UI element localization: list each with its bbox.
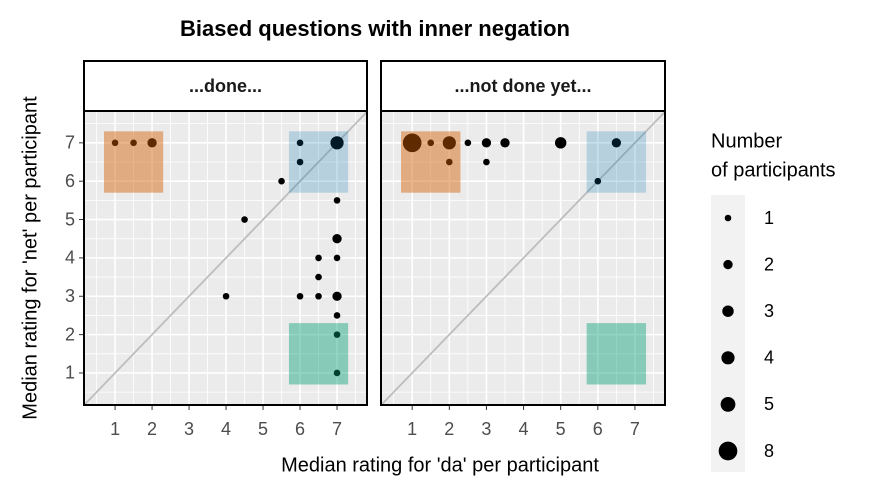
x-tick-label: 6 (593, 419, 603, 439)
legend-key (722, 305, 734, 317)
x-tick-label: 5 (556, 419, 566, 439)
facet-label: ...done... (189, 76, 262, 96)
point (402, 133, 422, 153)
x-tick-label: 1 (407, 419, 417, 439)
point (446, 158, 453, 166)
point (315, 292, 322, 300)
point (464, 139, 472, 147)
y-tick-label: 6 (65, 171, 75, 191)
panel-border (380, 110, 666, 406)
point (500, 138, 510, 148)
point (332, 234, 342, 244)
highlight-region (288, 131, 349, 193)
legend-key (720, 397, 736, 412)
x-tick-label: 4 (519, 419, 529, 439)
point (130, 139, 137, 147)
x-tick-label: 1 (110, 419, 120, 439)
legend-key-background (711, 195, 745, 472)
facet-strip (380, 60, 666, 112)
point (278, 177, 285, 185)
point (427, 139, 435, 147)
chart-title: Biased questions with inner negation (180, 16, 570, 41)
diagonal-line (380, 111, 666, 406)
point (333, 312, 341, 319)
facet-label: ...not done yet... (454, 76, 591, 96)
x-tick-label: 2 (444, 419, 454, 439)
y-tick-label: 7 (65, 133, 75, 153)
point (296, 158, 304, 166)
point (594, 177, 602, 185)
point (241, 216, 248, 223)
point (333, 369, 341, 377)
legend-key (723, 259, 733, 270)
point (442, 136, 456, 150)
point (315, 254, 322, 262)
x-tick-label: 2 (147, 419, 157, 439)
point (332, 291, 342, 301)
x-tick-label: 3 (481, 419, 491, 439)
y-tick-label: 1 (65, 363, 75, 383)
y-tick-label: 2 (65, 324, 75, 344)
point (333, 254, 341, 262)
point (333, 331, 341, 338)
legend-title: Number (711, 130, 782, 152)
legend-label: 5 (764, 394, 774, 414)
legend-key (721, 351, 735, 365)
point (333, 197, 341, 204)
point (483, 158, 490, 166)
diagonal-line (83, 111, 368, 406)
legend-label: 1 (764, 208, 774, 228)
facet-strip (83, 60, 368, 112)
x-tick-label: 7 (630, 419, 640, 439)
legend-title: of participants (711, 159, 836, 181)
legend-label: 2 (764, 254, 774, 274)
point (147, 138, 157, 148)
x-tick-label: 4 (221, 419, 231, 439)
point (554, 137, 567, 149)
legend-key (724, 214, 732, 222)
highlight-region (103, 131, 164, 193)
highlight-region (586, 323, 647, 385)
point (611, 138, 622, 148)
y-tick-label: 3 (65, 286, 75, 306)
x-tick-label: 3 (184, 419, 194, 439)
legend-label: 3 (764, 301, 774, 321)
x-axis-label: Median rating for 'da' per participant (281, 454, 599, 476)
y-tick-label: 5 (65, 209, 75, 229)
x-tick-label: 7 (332, 419, 342, 439)
legend-key (718, 441, 738, 461)
point (330, 136, 344, 150)
point (296, 292, 304, 300)
point (315, 273, 322, 281)
highlight-region (401, 131, 461, 193)
highlight-region (586, 131, 647, 193)
legend-label: 4 (764, 348, 774, 368)
y-axis-label: Median rating for 'net' per participant (19, 96, 41, 420)
x-tick-label: 6 (295, 419, 305, 439)
panel-border (83, 110, 368, 406)
point (296, 139, 304, 147)
y-tick-label: 4 (65, 248, 75, 268)
point (111, 139, 119, 147)
legend-label: 8 (764, 441, 774, 461)
x-tick-label: 5 (258, 419, 268, 439)
highlight-region (288, 323, 349, 385)
point (222, 292, 230, 300)
point (481, 138, 492, 148)
